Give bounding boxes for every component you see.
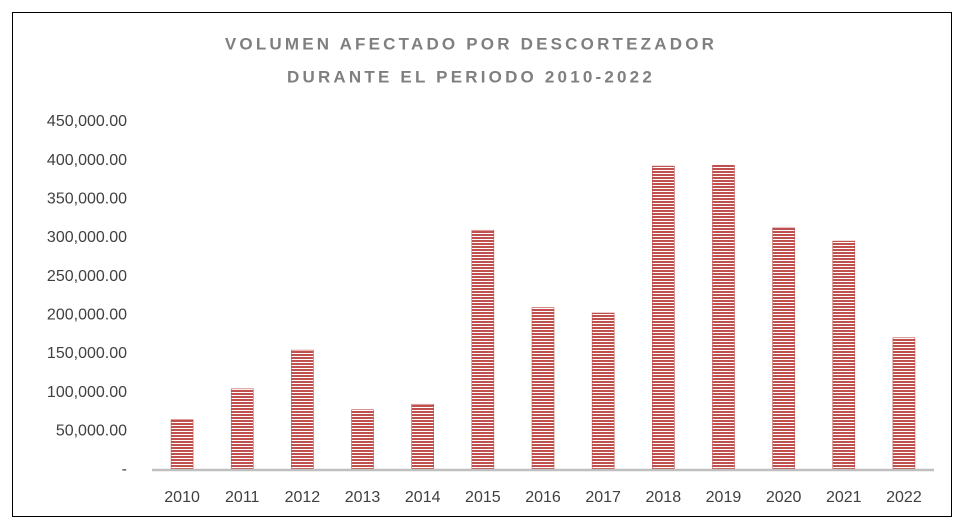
bar <box>351 409 374 471</box>
x-tick-label: 2010 <box>164 489 200 506</box>
y-tick-label: 450,000.00 <box>47 113 127 130</box>
x-tick-label: 2011 <box>225 489 260 506</box>
y-tick-label: 150,000.00 <box>47 345 127 362</box>
bar <box>531 307 555 471</box>
bar <box>591 312 615 471</box>
bar <box>832 240 856 471</box>
y-tick-label: 300,000.00 <box>47 229 127 246</box>
bar <box>170 419 194 471</box>
x-tick-label: 2020 <box>766 489 802 506</box>
bar <box>230 388 254 471</box>
x-tick-label: 2019 <box>706 489 742 506</box>
y-tick-label: 200,000.00 <box>47 307 127 324</box>
y-tick-label: - <box>122 461 127 478</box>
bar <box>291 349 314 471</box>
y-tick-label: 350,000.00 <box>47 191 127 208</box>
x-tick-label: 2017 <box>585 489 621 506</box>
y-tick-label: 50,000.00 <box>56 423 127 440</box>
x-tick-label: 2022 <box>886 489 922 506</box>
bar <box>892 337 916 471</box>
bar <box>712 165 735 471</box>
x-tick-label: 2012 <box>285 489 321 506</box>
x-tick-label: 2018 <box>646 489 682 506</box>
y-tick-label: 100,000.00 <box>47 384 127 401</box>
bar <box>411 403 434 471</box>
bar <box>772 227 795 471</box>
y-tick-label: 250,000.00 <box>47 268 127 285</box>
chart-title: VOLUMEN AFECTADO POR DESCORTEZADOR <box>225 34 717 53</box>
bar <box>652 165 675 471</box>
x-tick-label: 2013 <box>345 489 381 506</box>
x-tick-label: 2015 <box>465 489 501 506</box>
x-tick-label: 2014 <box>405 489 441 506</box>
x-tick-label: 2021 <box>826 489 862 506</box>
x-tick-label: 2016 <box>525 489 561 506</box>
bar <box>471 229 495 471</box>
chart-title: DURANTE EL PERIODO 2010-2022 <box>287 67 655 86</box>
y-tick-label: 400,000.00 <box>47 152 127 169</box>
